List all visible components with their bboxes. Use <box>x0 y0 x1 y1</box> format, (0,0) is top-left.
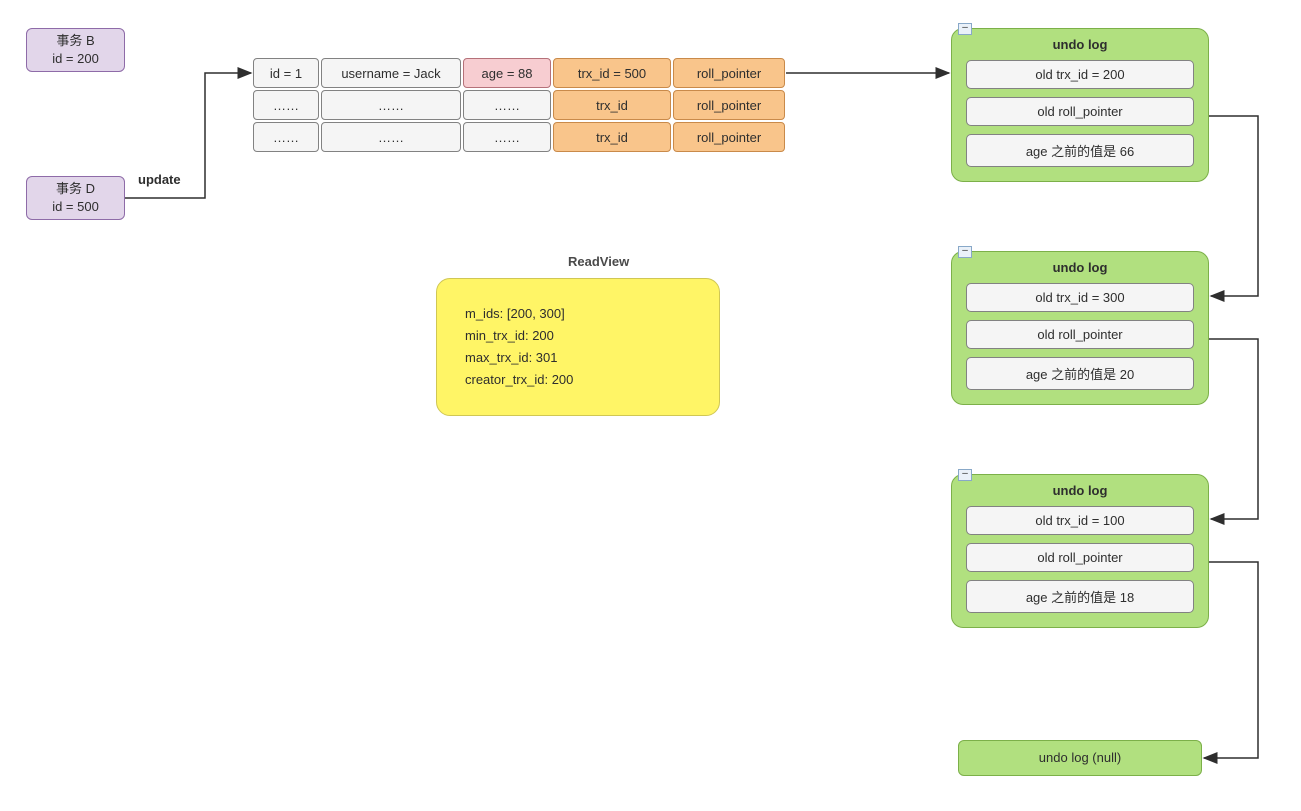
undo-title-1: undo log <box>966 37 1194 52</box>
readview-box: m_ids: [200, 300] min_trx_id: 200 max_tr… <box>436 278 720 416</box>
table-r3-roll: roll_pointer <box>673 122 785 152</box>
readview-min: min_trx_id: 200 <box>465 325 691 347</box>
collapse-icon[interactable]: – <box>958 246 972 258</box>
table-r3-id: …… <box>253 122 319 152</box>
undo-log-2: – undo log old trx_id = 300 old roll_poi… <box>951 251 1209 405</box>
table-r2-age: …… <box>463 90 551 120</box>
undo-title-2: undo log <box>966 260 1194 275</box>
undo1-trx: old trx_id = 200 <box>966 60 1194 89</box>
collapse-icon[interactable]: – <box>958 23 972 35</box>
table-r1-id: id = 1 <box>253 58 319 88</box>
table-r3-trx: trx_id <box>553 122 671 152</box>
table-r1-trx: trx_id = 500 <box>553 58 671 88</box>
table-r2-username: …… <box>321 90 461 120</box>
undo2-roll: old roll_pointer <box>966 320 1194 349</box>
transaction-b-title: 事务 B <box>56 33 94 48</box>
undo-log-null: undo log (null) <box>958 740 1202 776</box>
undo2-trx: old trx_id = 300 <box>966 283 1194 312</box>
table-r2-trx: trx_id <box>553 90 671 120</box>
readview-title: ReadView <box>568 254 629 269</box>
undo-title-3: undo log <box>966 483 1194 498</box>
transaction-d-title: 事务 D <box>56 181 95 196</box>
table-r1-roll: roll_pointer <box>673 58 785 88</box>
update-label: update <box>138 172 181 187</box>
table-r2-roll: roll_pointer <box>673 90 785 120</box>
readview-max: max_trx_id: 301 <box>465 347 691 369</box>
table-r3-age: …… <box>463 122 551 152</box>
transaction-d-box: 事务 D id = 500 <box>26 176 125 220</box>
undo3-trx: old trx_id = 100 <box>966 506 1194 535</box>
undo3-roll: old roll_pointer <box>966 543 1194 572</box>
table-r3-username: …… <box>321 122 461 152</box>
table-r2-id: …… <box>253 90 319 120</box>
readview-creator: creator_trx_id: 200 <box>465 369 691 391</box>
transaction-d-id: id = 500 <box>52 199 99 214</box>
table-r1-age: age = 88 <box>463 58 551 88</box>
undo1-roll: old roll_pointer <box>966 97 1194 126</box>
transaction-b-box: 事务 B id = 200 <box>26 28 125 72</box>
table-r1-username: username = Jack <box>321 58 461 88</box>
undo-log-1: – undo log old trx_id = 200 old roll_poi… <box>951 28 1209 182</box>
collapse-icon[interactable]: – <box>958 469 972 481</box>
transaction-b-id: id = 200 <box>52 51 99 66</box>
undo1-age: age 之前的值是 66 <box>966 134 1194 167</box>
undo2-age: age 之前的值是 20 <box>966 357 1194 390</box>
undo3-age: age 之前的值是 18 <box>966 580 1194 613</box>
undo-null-label: undo log (null) <box>1039 749 1121 767</box>
undo-log-3: – undo log old trx_id = 100 old roll_poi… <box>951 474 1209 628</box>
readview-mids: m_ids: [200, 300] <box>465 303 691 325</box>
